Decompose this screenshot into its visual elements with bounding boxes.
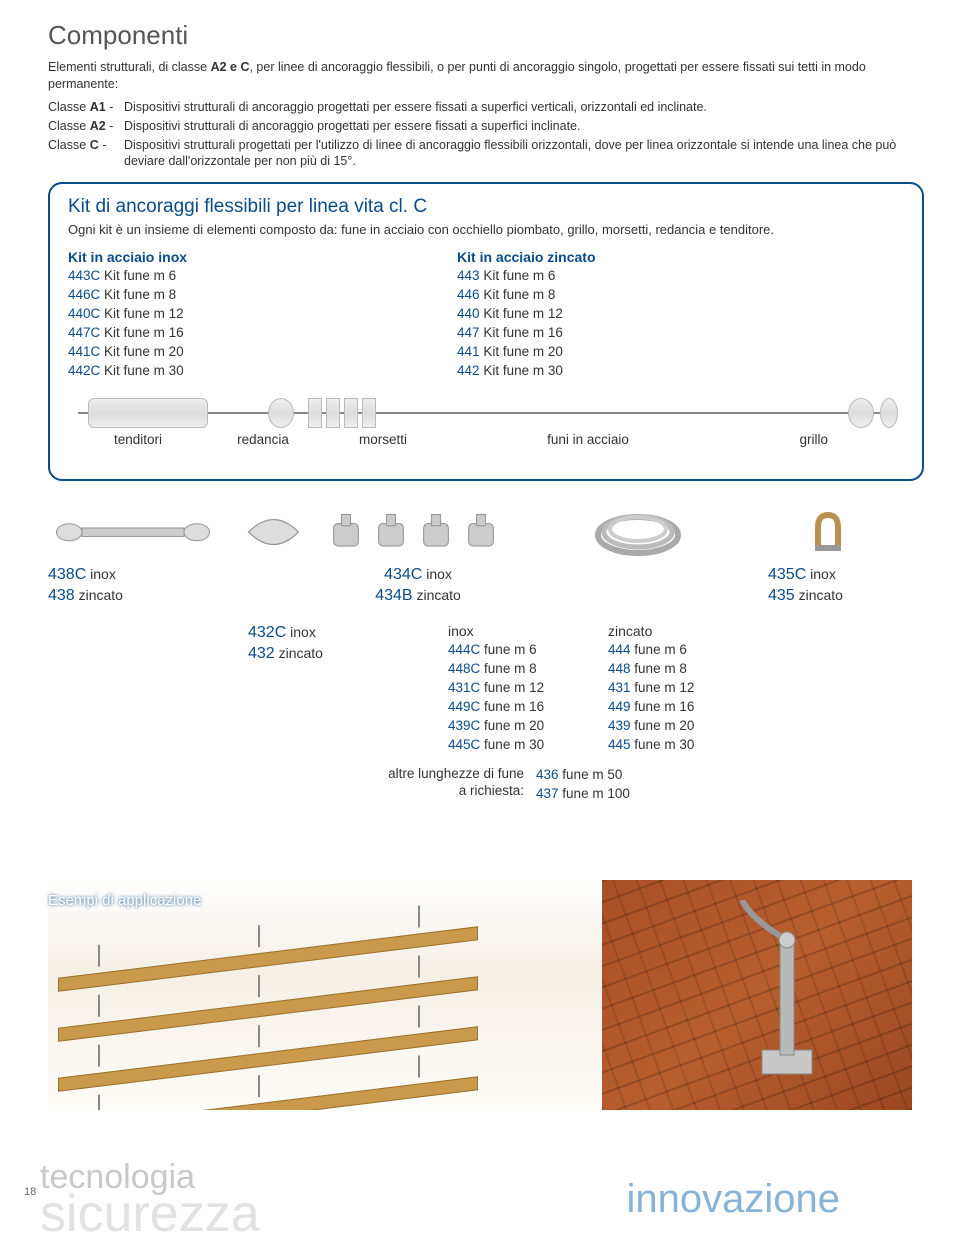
kit-col-inox: Kit in acciaio inox 443C Kit fune m 6 44…	[68, 249, 187, 380]
esempi-title: Esempi di applicazione	[48, 890, 201, 911]
label-tenditori: tenditori	[68, 432, 208, 447]
page-number: 18	[24, 1186, 36, 1198]
kit-title: Kit di ancoraggi flessibili per linea vi…	[68, 196, 904, 218]
kit-col-zinc: Kit in acciaio zincato 443 Kit fune m 6 …	[457, 249, 595, 380]
kit-box: Kit di ancoraggi flessibili per linea vi…	[48, 182, 924, 481]
altre-lunghezze: altre lunghezze di fune a richiesta: 436…	[48, 766, 924, 804]
label-funi: funi in acciaio	[448, 432, 728, 447]
products-row	[48, 507, 924, 563]
footer-right-text: innovazione	[627, 1177, 841, 1222]
tenditore-icon	[48, 507, 218, 557]
label-grillo: grillo	[728, 432, 828, 447]
morsetti-icon	[328, 507, 508, 557]
product-codes-row: 438C inox 438 zincato 434C inox 434B zin…	[48, 565, 924, 607]
page-title: Componenti	[48, 20, 924, 51]
fune-zinc-col: zincato 444 fune m 6 448 fune m 8 431 fu…	[608, 623, 768, 754]
fune-inox-col: inox 444C fune m 6 448C fune m 8 431C fu…	[448, 623, 608, 754]
class-a1-line: Classe A1 - Dispositivi strutturali di a…	[48, 99, 924, 116]
class-a2-line: Classe A2 - Dispositivi strutturali di a…	[48, 118, 924, 135]
grillo-icon	[768, 507, 888, 557]
label-redancia: redancia	[208, 432, 318, 447]
redancia-icon	[218, 507, 328, 557]
fune-section: 432C inox 432 zincato inox 444C fune m 6…	[48, 623, 924, 754]
roof-photo	[602, 880, 912, 1110]
footer-left-text: tecnologia sicurezza	[40, 1163, 260, 1236]
intro-text: Elementi strutturali, di classe A2 e C, …	[48, 59, 924, 93]
label-morsetti: morsetti	[318, 432, 448, 447]
fune-coil-icon	[508, 507, 768, 557]
kit-intro: Ogni kit è un insieme di elementi compos…	[68, 222, 904, 239]
assembly-diagram	[68, 398, 904, 428]
assembly-labels: tenditori redancia morsetti funi in acci…	[68, 432, 904, 447]
class-c-line: Classe C - Dispositivi strutturali proge…	[48, 137, 924, 171]
